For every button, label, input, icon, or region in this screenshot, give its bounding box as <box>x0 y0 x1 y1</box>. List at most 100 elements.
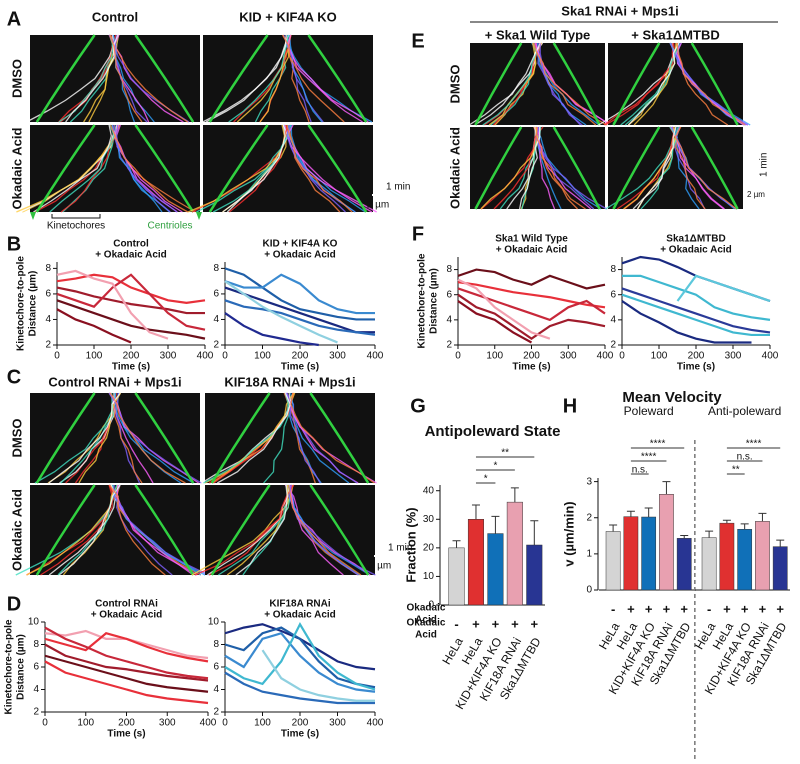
bar <box>526 544 543 606</box>
series-line <box>457 300 533 344</box>
x-tick-label: 200 <box>118 718 135 729</box>
kymo-trace <box>48 392 121 484</box>
kymo-trace <box>49 124 115 213</box>
kymo-trace <box>532 42 607 126</box>
y-tick-label: 10 <box>28 617 40 628</box>
treatment: + <box>627 601 635 616</box>
y-tick-label: 6 <box>213 289 219 300</box>
series-line <box>621 300 752 344</box>
kymo-trace <box>674 126 737 210</box>
x-tick-label: 300 <box>560 351 577 362</box>
x-tick-label: 100 <box>254 718 271 729</box>
x-tick-label: 200 <box>688 351 705 362</box>
error-bar <box>644 507 653 518</box>
kymo-trace <box>286 392 321 484</box>
series-line <box>457 293 606 341</box>
error-bar <box>530 520 539 545</box>
series-line <box>44 654 209 693</box>
error-bar <box>680 534 689 539</box>
kymo-trace <box>286 124 346 213</box>
treatment: + <box>680 601 688 616</box>
kymo-trace <box>259 34 292 123</box>
treatment: - <box>611 601 615 616</box>
kymo-trace <box>482 42 537 126</box>
row-label: Okadaic Acid <box>9 128 24 210</box>
kymo-trace <box>632 126 677 210</box>
chart-title: + Okadaic Acid <box>264 250 336 261</box>
column-header: Control RNAi + Mps1i <box>48 374 181 389</box>
bracket <box>51 214 101 219</box>
centriole-trace <box>210 392 271 484</box>
y-tick-label: 6 <box>446 289 452 300</box>
series-line <box>457 281 606 309</box>
chart-title: + Okadaic Acid <box>95 250 167 261</box>
x-tick-label: 0 <box>54 351 60 362</box>
x-tick-label: 400 <box>597 351 614 362</box>
kymo-trace <box>235 484 288 576</box>
treatment: + <box>511 616 519 631</box>
series-line <box>56 299 206 340</box>
treatment-label: Acid <box>415 630 437 641</box>
panel-label: B <box>7 233 21 255</box>
scale-bar <box>372 181 383 196</box>
centriole-trace <box>134 484 195 576</box>
centriole-trace <box>35 392 96 484</box>
treatment-label: Acid <box>415 615 437 626</box>
column-header: KID + KIF4A KO <box>239 9 336 24</box>
y-tick-label: 30 <box>423 514 435 525</box>
y-tick-label: 0 <box>586 585 592 596</box>
bar <box>605 531 621 591</box>
kymo-trace <box>109 34 189 123</box>
treatment: + <box>492 616 500 631</box>
kymo-trace <box>493 126 544 210</box>
x-axis-label: Time (s) <box>677 362 715 373</box>
series-line <box>56 273 206 304</box>
bar <box>701 537 717 591</box>
column-header: Control <box>92 9 138 24</box>
y-axis-label: Distance (µm) <box>16 634 27 700</box>
significance-label: n.s. <box>632 465 648 476</box>
bar <box>676 538 692 591</box>
panel-label: A <box>7 8 21 30</box>
kymo-trace <box>48 484 121 576</box>
series-line <box>44 660 209 705</box>
x-axis-label: Time (s) <box>281 362 319 373</box>
centriole-trace <box>309 392 370 484</box>
treatment: + <box>759 601 767 616</box>
x-tick-label: 200 <box>123 351 140 362</box>
series-line <box>224 671 375 705</box>
series-line <box>56 286 205 315</box>
y-tick-label: 3 <box>586 476 592 487</box>
series-line <box>261 649 375 702</box>
x-tick-label: 300 <box>329 718 346 729</box>
y-tick-label: 1 <box>586 549 592 560</box>
bar <box>737 529 753 591</box>
y-tick-label: 10 <box>208 617 220 628</box>
centriole-trace <box>134 34 195 123</box>
treatment: - <box>454 616 458 631</box>
kymo-trace <box>194 484 295 576</box>
bar <box>772 546 788 591</box>
x-tick-label: 300 <box>725 351 742 362</box>
x-axis-label: Time (s) <box>512 362 550 373</box>
y-tick-label: 6 <box>213 662 219 673</box>
marker-label: Centrioles <box>147 221 192 232</box>
series-line <box>224 286 375 334</box>
error-bar <box>626 510 635 517</box>
kymo-trace <box>287 484 362 576</box>
error-bar <box>740 523 749 530</box>
x-tick-label: 100 <box>254 351 271 362</box>
treatment: + <box>663 601 671 616</box>
column-header: KIF18A RNAi + Mps1i <box>224 374 355 389</box>
x-tick-label: 100 <box>86 351 103 362</box>
significance-label: **** <box>746 439 762 450</box>
centriole-trace <box>307 34 368 123</box>
kymo-trace <box>226 484 289 576</box>
significance-label: ** <box>501 448 509 459</box>
bar <box>659 494 674 591</box>
significance-label: ** <box>732 465 740 476</box>
column-header: + Ska1ΔMTBD <box>631 27 719 42</box>
kymo-trace <box>499 126 537 210</box>
panel-label: G <box>410 395 426 417</box>
